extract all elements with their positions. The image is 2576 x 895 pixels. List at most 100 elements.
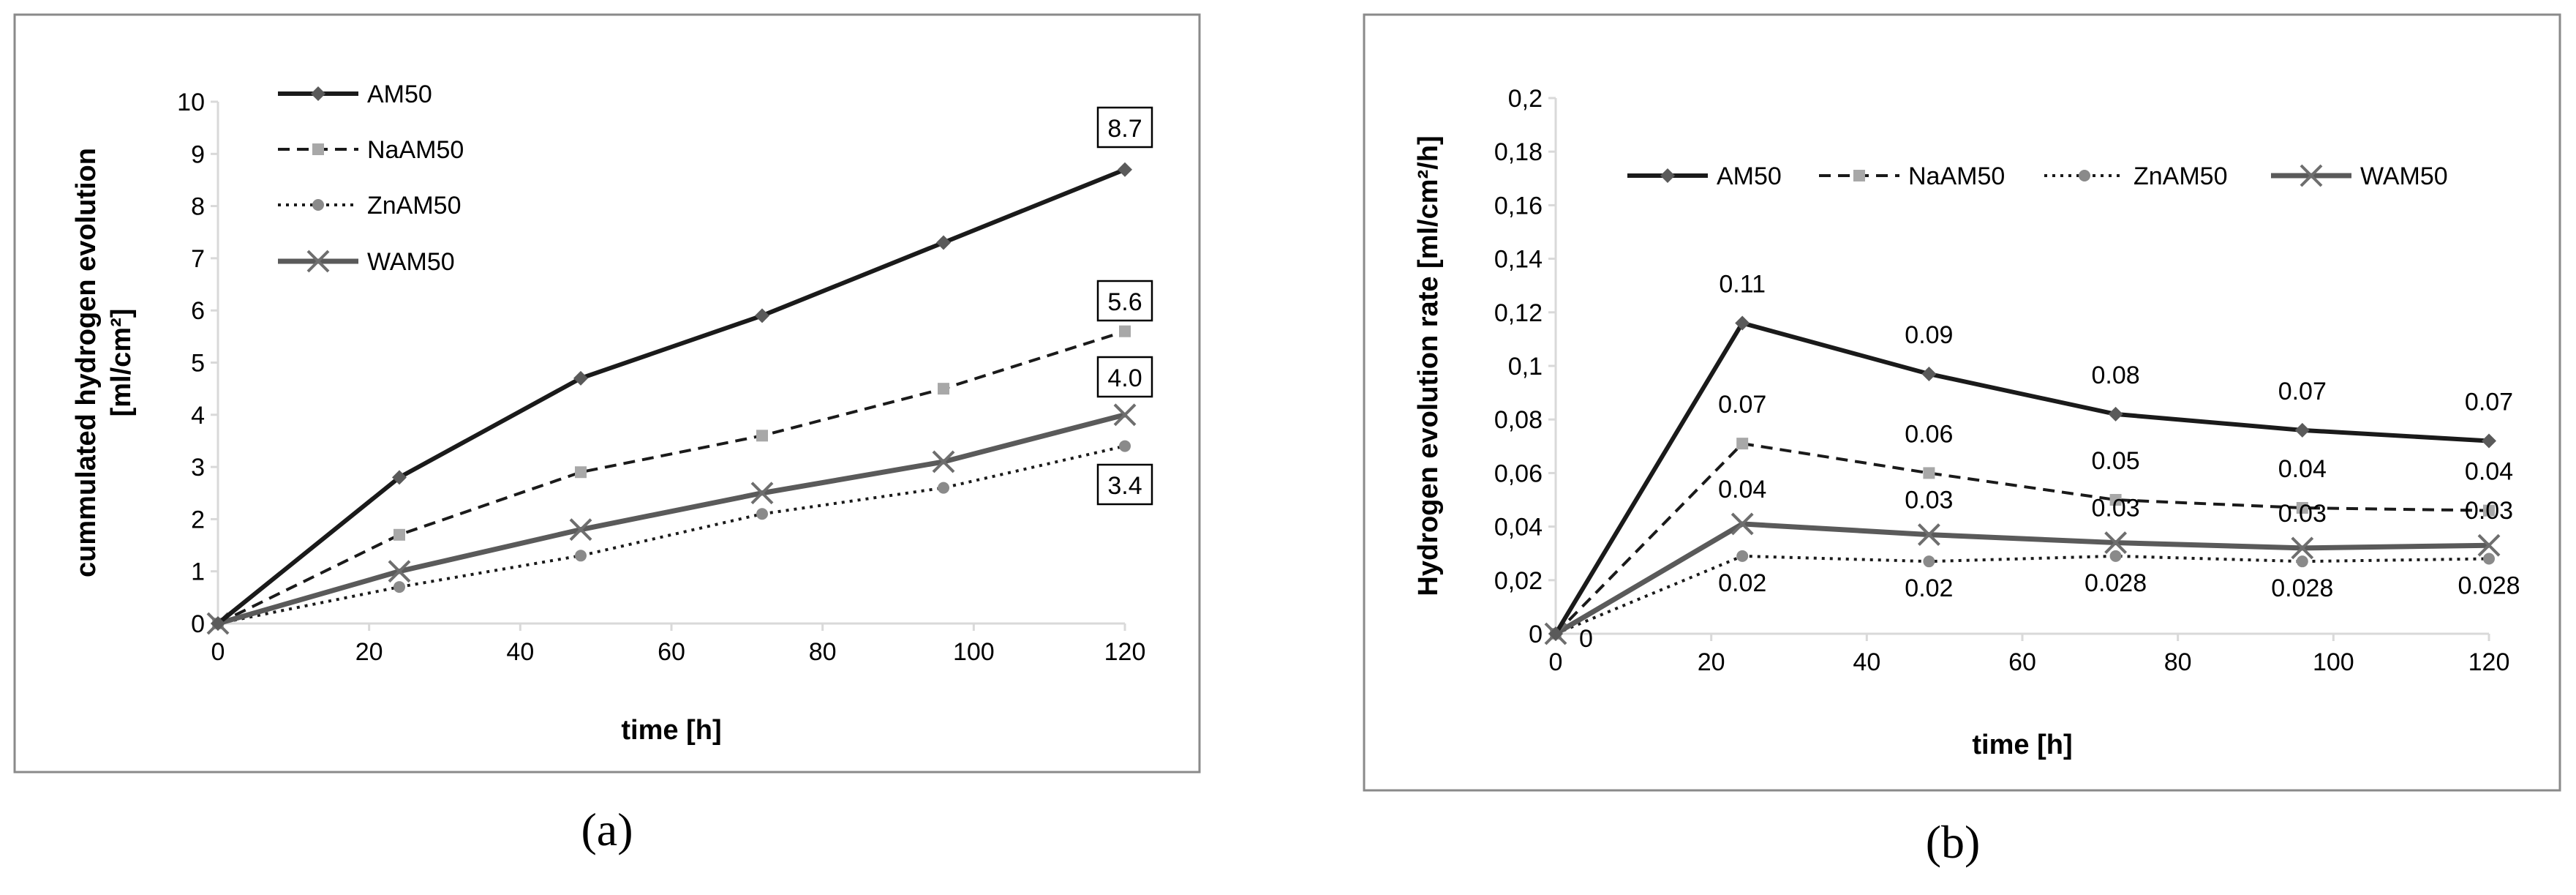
chart-b-y-tick-label: 0,06 bbox=[1494, 460, 1543, 487]
chart-a-annotation-box bbox=[1096, 280, 1153, 322]
chart-b-point-ZnAM50 bbox=[2109, 550, 2122, 562]
chart-a-legend-label-NaAM50: NaAM50 bbox=[367, 136, 464, 164]
chart-b-y-tick-label: 0,12 bbox=[1494, 299, 1543, 327]
chart-b-legend-marker-ZnAM50 bbox=[2079, 170, 2090, 181]
chart-b-data-label-NaAM50: 0.04 bbox=[2278, 455, 2327, 483]
chart-b-point-AM50 bbox=[1921, 366, 1937, 381]
chart-b-data-label-ZnAM50: 0 bbox=[1579, 625, 1593, 653]
chart-b-data-label-WAM50: 0.04 bbox=[1718, 476, 1766, 503]
chart-a-y-tick-label: 10 bbox=[177, 89, 205, 116]
chart-a-legend-label-WAM50: WAM50 bbox=[367, 248, 455, 276]
chart-a-point-NaAM50 bbox=[938, 383, 949, 395]
chart-b-legend-label-AM50: AM50 bbox=[1717, 162, 1782, 190]
chart-b-x-tick-label: 40 bbox=[1853, 648, 1880, 676]
chart-b-data-label-AM50: 0.08 bbox=[2092, 362, 2140, 389]
chart-b-point-AM50 bbox=[2108, 406, 2123, 422]
chart-b-data-label-WAM50: 0.03 bbox=[2465, 497, 2513, 525]
chart-b-point-AM50 bbox=[2482, 433, 2496, 449]
chart-a-point-ZnAM50 bbox=[1119, 440, 1131, 452]
chart-b-data-label-ZnAM50: 0.02 bbox=[1905, 574, 1953, 602]
chart-b-data-label-NaAM50: 0.06 bbox=[1905, 420, 1953, 448]
chart-a-y-tick-label: 3 bbox=[191, 454, 205, 482]
chart-b-data-label-NaAM50: 0.04 bbox=[2465, 458, 2513, 486]
chart-b-legend-label-WAM50: WAM50 bbox=[2360, 162, 2448, 190]
chart-b-y-tick-label: 0,08 bbox=[1494, 406, 1543, 434]
chart-a-frame bbox=[13, 13, 1201, 774]
chart-a-point-WAM50 bbox=[569, 518, 592, 542]
chart-b-point-ZnAM50 bbox=[2483, 553, 2495, 565]
chart-b-series-WAM50-line bbox=[1554, 521, 2490, 637]
chart-a-series-WAM50-line bbox=[217, 412, 1126, 626]
chart-a-x-tick-label: 120 bbox=[1104, 638, 1146, 666]
chart-b-x-axis-title: time [h] bbox=[1972, 730, 2072, 760]
chart-a-legend-marker-ZnAM50 bbox=[312, 199, 324, 211]
chart-a-x-tick-label: 100 bbox=[953, 638, 995, 666]
chart-b-data-label-AM50: 0.09 bbox=[1905, 321, 1953, 349]
chart-b-data-label-NaAM50: 0.07 bbox=[1718, 391, 1766, 419]
chart-a-point-WAM50 bbox=[932, 450, 955, 473]
chart-a-annotation-box bbox=[1096, 106, 1153, 149]
chart-b-data-label-AM50: 0.07 bbox=[2465, 388, 2513, 416]
chart-b-y-tick-label: 0,18 bbox=[1494, 138, 1543, 166]
chart-a-x-tick-label: 20 bbox=[355, 638, 383, 666]
chart-b-data-label-AM50: 0.11 bbox=[1719, 270, 1766, 298]
chart-a-point-ZnAM50 bbox=[938, 482, 949, 494]
chart-b-y-tick-label: 0,16 bbox=[1494, 192, 1543, 220]
chart-b-point-AM50 bbox=[1548, 626, 1563, 641]
chart-a-point-ZnAM50 bbox=[575, 550, 587, 562]
chart-a-annotation-label: 8.7 bbox=[1107, 115, 1142, 143]
chart-a-point-NaAM50 bbox=[1119, 325, 1131, 337]
chart-a-point-NaAM50 bbox=[756, 430, 768, 442]
chart-a-y-tick-label: 9 bbox=[191, 141, 205, 168]
chart-b-point-ZnAM50 bbox=[1736, 550, 1749, 562]
chart-b-panel-label: (b) bbox=[1926, 816, 1981, 868]
chart-b-series-AM50-line bbox=[1553, 320, 2490, 635]
chart-a-y-tick-label: 4 bbox=[191, 402, 205, 430]
chart-a-annotation-label: 4.0 bbox=[1107, 364, 1142, 392]
chart-a-y-tick-label: 2 bbox=[191, 506, 205, 533]
chart-a-y-axis-title-unit: [ml/cm²] bbox=[106, 309, 137, 417]
chart-b-x-tick-label: 60 bbox=[2008, 648, 2036, 676]
chart-b-point-AM50 bbox=[1735, 315, 1750, 331]
chart-a-series-AM50-line bbox=[216, 167, 1126, 626]
chart-a-point-NaAM50 bbox=[393, 528, 405, 541]
chart-b-point-ZnAM50 bbox=[2296, 555, 2308, 568]
chart-a-point-AM50 bbox=[936, 235, 951, 250]
chart-a-point-AM50 bbox=[211, 616, 225, 631]
chart-b-point-NaAM50 bbox=[2483, 504, 2495, 517]
chart-b-x-tick-label: 120 bbox=[2468, 648, 2510, 676]
chart-b-data-label-WAM50: 0.03 bbox=[2092, 495, 2140, 523]
chart-a-point-WAM50 bbox=[1113, 403, 1137, 427]
chart-b-legend-label-ZnAM50: ZnAM50 bbox=[2134, 162, 2228, 190]
chart-a-point-NaAM50 bbox=[575, 466, 587, 479]
chart-a-annotation-box bbox=[1096, 356, 1153, 398]
chart-a-x-axis-title: time [h] bbox=[621, 715, 721, 746]
chart-b-y-tick-label: 0,02 bbox=[1494, 567, 1543, 595]
chart-b-point-WAM50 bbox=[2104, 531, 2128, 554]
chart-b-y-tick-label: 0,14 bbox=[1494, 246, 1543, 274]
chart-a-annotation-label: 5.6 bbox=[1107, 288, 1142, 316]
chart-b-point-WAM50 bbox=[2477, 533, 2501, 557]
chart-b-y-tick-label: 0,1 bbox=[1508, 353, 1543, 381]
chart-b-data-label-ZnAM50: 0.028 bbox=[2271, 574, 2333, 602]
chart-a-series-ZnAM50-line bbox=[217, 444, 1126, 625]
chart-b-point-NaAM50 bbox=[1736, 438, 1749, 450]
chart-a-y-tick-label: 5 bbox=[191, 350, 205, 378]
chart-b-legend-marker-WAM50 bbox=[2300, 164, 2323, 187]
chart-a-x-tick-label: 0 bbox=[211, 638, 225, 666]
chart-a-x-tick-label: 40 bbox=[506, 638, 534, 666]
chart-b-data-label-ZnAM50: 0.028 bbox=[2084, 569, 2147, 597]
chart-a-point-WAM50 bbox=[750, 482, 774, 505]
chart-a-y-tick-label: 6 bbox=[191, 297, 205, 325]
chart-a-point-AM50 bbox=[1118, 162, 1132, 177]
chart-b-frame bbox=[1363, 13, 2561, 792]
chart-b-data-label-ZnAM50: 0.028 bbox=[2458, 572, 2520, 600]
chart-b-point-ZnAM50 bbox=[1923, 555, 1935, 568]
chart-b-y-tick-label: 0,04 bbox=[1494, 514, 1543, 542]
chart-b-series-NaAM50-line bbox=[1554, 442, 2490, 635]
chart-a-legend-marker-AM50 bbox=[311, 86, 325, 101]
chart-a-point-AM50 bbox=[755, 308, 769, 323]
chart-b-point-NaAM50 bbox=[2109, 494, 2122, 506]
